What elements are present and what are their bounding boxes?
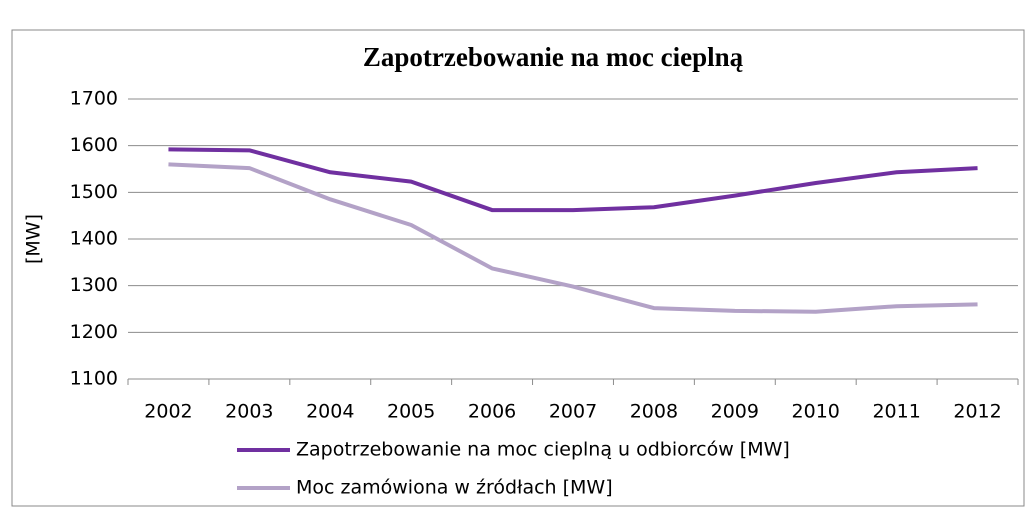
y-tick-label: 1200 <box>70 321 118 343</box>
y-tick-label: 1300 <box>70 274 118 296</box>
y-tick-label: 1400 <box>70 228 118 250</box>
x-tick-label: 2003 <box>225 401 273 423</box>
x-tick-label: 2006 <box>468 401 516 423</box>
chart-border <box>11 29 1025 507</box>
x-tick-label: 2004 <box>306 401 354 423</box>
x-tick-label: 2011 <box>872 401 920 423</box>
y-tick-label: 1600 <box>70 134 118 156</box>
x-tick-label: 2008 <box>630 401 678 423</box>
x-tick-label: 2002 <box>144 401 192 423</box>
series-line <box>168 162 978 314</box>
legend-label: Zapotrzebowanie na moc cieplną u odbiorc… <box>296 439 790 461</box>
x-tick-label: 2009 <box>711 401 759 423</box>
series-line <box>168 147 978 213</box>
x-tick-label: 2005 <box>387 401 435 423</box>
x-tick-label: 2010 <box>792 401 840 423</box>
chart-title: Zapotrzebowanie na moc cieplną <box>363 42 744 72</box>
y-tick-label: 1500 <box>70 181 118 203</box>
y-tick-label: 1700 <box>70 88 118 110</box>
x-tick-label: 2007 <box>549 401 597 423</box>
x-tick-label: 2012 <box>953 401 1001 423</box>
y-axis-label: [MW] <box>23 214 45 264</box>
y-tick-label: 1100 <box>70 368 118 390</box>
legend-label: Moc zamówiona w źródłach [MW] <box>296 477 613 499</box>
